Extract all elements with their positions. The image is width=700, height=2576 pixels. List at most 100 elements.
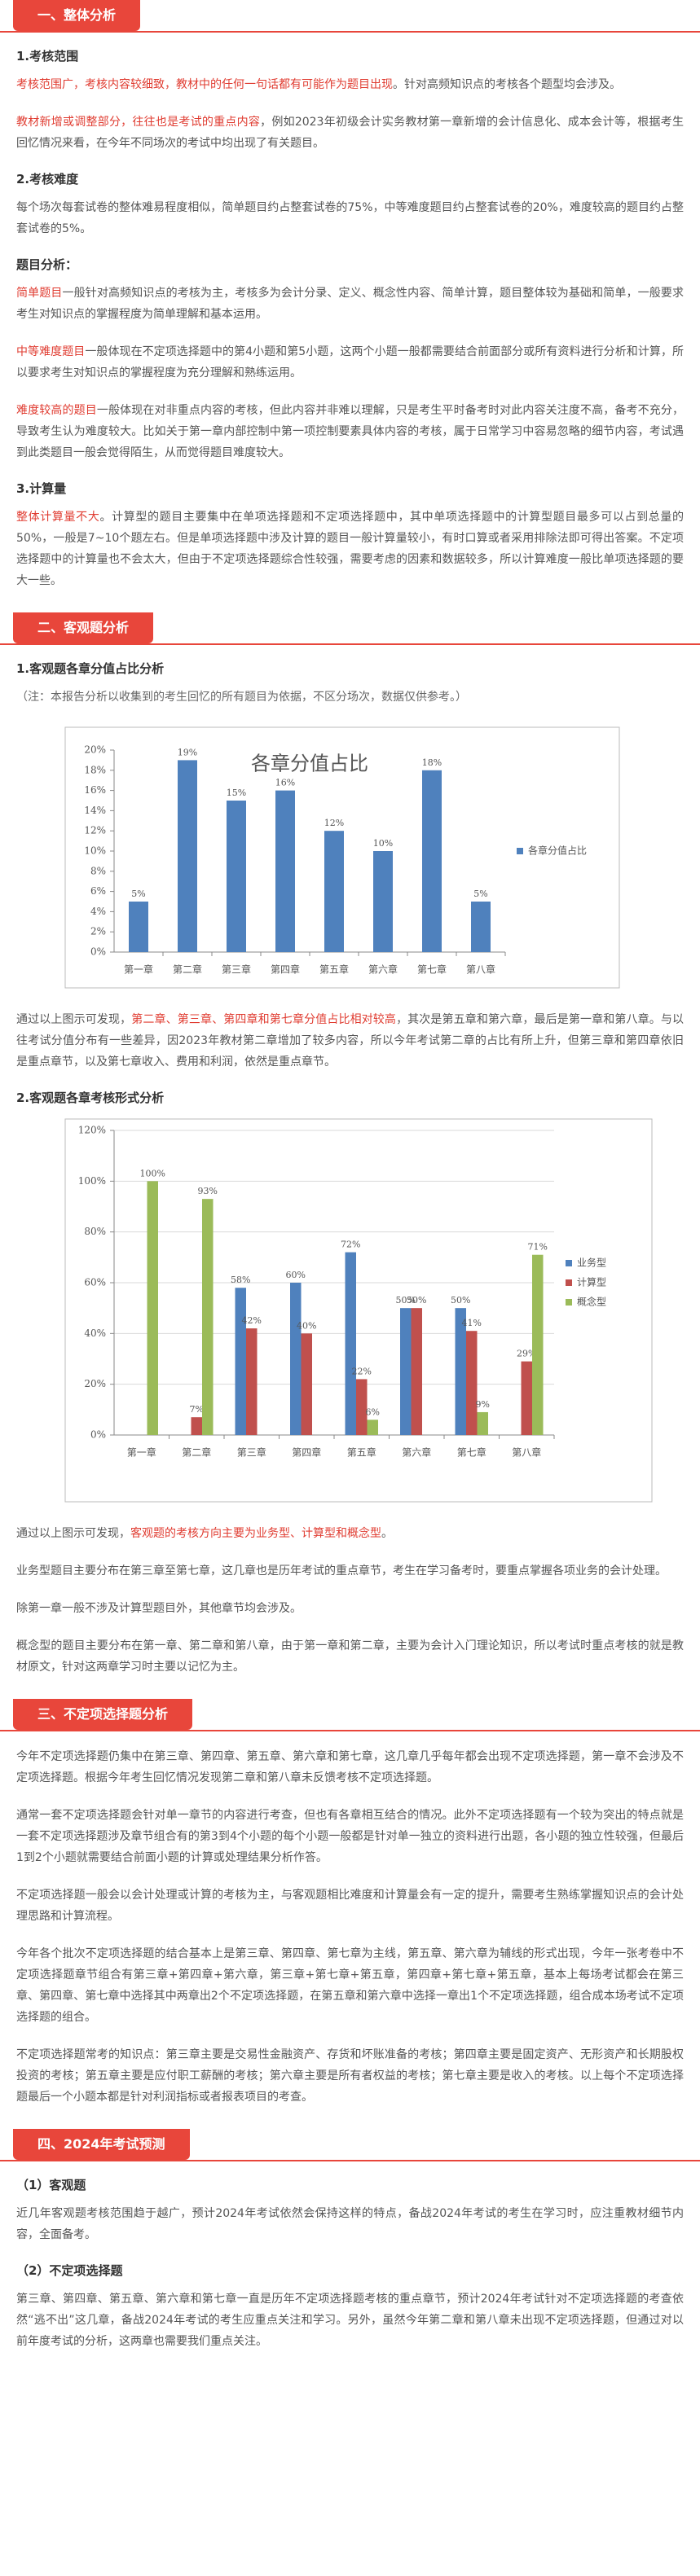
y-tick-label: 60% xyxy=(84,1277,106,1288)
paragraph: 简单题目一般针对高频知识点的考核为主，考核多为会计分录、定义、概念性内容、简单计… xyxy=(16,283,684,325)
x-tick-label: 第七章 xyxy=(457,1446,486,1459)
bar xyxy=(521,1361,532,1435)
legend-swatch xyxy=(566,1279,572,1286)
data-label: 10% xyxy=(373,838,393,849)
x-tick-label: 第六章 xyxy=(402,1446,431,1459)
section-title: 三、不定项选择题分析 xyxy=(13,1699,193,1730)
x-tick-label: 第八章 xyxy=(512,1446,541,1459)
text-run: 第二章、第三章、第四章和第七章分值占比相对较高 xyxy=(131,1013,397,1026)
bar xyxy=(471,902,491,952)
chart-container: 0% 2% 4% 6% 8% 10% 12% 14% 16% 18% 20% 第一章 5% 第二章 19% 第… xyxy=(0,724,700,996)
text-run: ，其次是第五章和第六章，最后是第一章和第八章。与以往考试分值分布有一些差异，因2… xyxy=(16,1013,685,1069)
x-tick-label: 第三章 xyxy=(237,1446,266,1459)
text-run: 整体计算量不大 xyxy=(16,511,100,524)
x-tick-label: 第八章 xyxy=(466,963,495,976)
text-run: 除第一章一般不涉及计算型题目外，其他章节均会涉及。 xyxy=(16,1602,302,1615)
y-tick-label: 18% xyxy=(84,764,106,775)
data-label: 40% xyxy=(297,1320,316,1331)
data-label: 6% xyxy=(366,1406,380,1417)
text-run: 今年各个批次不定项选择题的结合基本上是第三章、第四章、第七章为主线，第五章、第六… xyxy=(16,1947,684,2024)
y-tick-label: 16% xyxy=(84,784,106,796)
text-run: 客观题的考核方向主要为业务型、计算型和概念型 xyxy=(130,1527,381,1540)
y-tick-label: 2% xyxy=(90,926,106,937)
x-tick-label: 第六章 xyxy=(368,963,398,976)
bar xyxy=(411,1308,422,1435)
x-tick-label: 第一章 xyxy=(127,1446,156,1459)
paragraph: 整体计算量不大。计算型的题目主要集中在单项选择题和不定项选择题中，其中单项选择题… xyxy=(16,507,684,591)
document: 一、整体分析 1.考核范围考核范围广，考核内容较细致，教材中的任何一句话都有可能作… xyxy=(0,0,700,2352)
text-run: 不定项选择题一般会以会计处理或计算的考核为主，与客观题相比难度和计算量会有一定的… xyxy=(16,1889,684,1923)
paragraph: 难度较高的题目一般体现在对非重点内容的考核，但此内容并非难以理解，只是考生平时备… xyxy=(16,400,684,463)
bar xyxy=(455,1308,466,1435)
bar xyxy=(422,770,442,952)
bar xyxy=(373,851,393,952)
text-run: ，例如2023年初级会计实务教材第一章新增的会计信息化、成本会计等，根据考生回忆… xyxy=(16,116,684,150)
bar xyxy=(324,831,344,952)
text-run: 。 xyxy=(381,1527,393,1540)
paragraph: 教材新增或调整部分，往往也是考试的重点内容，例如2023年初级会计实务教材第一章… xyxy=(16,112,684,154)
y-tick-label: 0% xyxy=(90,946,106,958)
data-label: 93% xyxy=(198,1186,218,1196)
bar xyxy=(532,1254,544,1435)
text-run: 一般体现在不定项选择题中的第4小题和第5小题，这两个小题一般都需要结合前面部分或… xyxy=(16,345,685,380)
heading: 1.考核范围 xyxy=(16,49,79,64)
legend-swatch xyxy=(566,1260,572,1266)
paragraph: 除第一章一般不涉及计算型题目外，其他章节均会涉及。 xyxy=(16,1598,684,1619)
bar xyxy=(246,1328,258,1435)
legend-label: 业务型 xyxy=(577,1257,606,1269)
paragraph: 不定项选择题常考的知识点：第三章主要是交易性金融资产、存货和坏账准备的考核；第四… xyxy=(16,2044,684,2108)
text-run: 通过以上图示可发现， xyxy=(16,1527,130,1540)
paragraph: 第三章、第四章、第五章、第六章和第七章一直是历年不定项选择题考核的重点章节，预计… xyxy=(16,2289,684,2352)
section-title: 二、客观题分析 xyxy=(13,612,154,643)
bar xyxy=(367,1420,378,1435)
heading: （2）不定项选择题 xyxy=(16,2263,123,2278)
data-label: 12% xyxy=(324,818,344,828)
bar xyxy=(227,801,246,952)
text-run: 每个场次每套试卷的整体难易程度相似，简单题目约占整套试卷的75%，中等难度题目约… xyxy=(16,201,684,235)
legend-label: 计算型 xyxy=(577,1276,606,1288)
paragraph: 今年各个批次不定项选择题的结合基本上是第三章、第四章、第七章为主线，第五章、第六… xyxy=(16,1943,684,2028)
paragraph: 考核范围广，考核内容较细致，教材中的任何一句话都有可能作为题目出现。针对高频知识… xyxy=(16,74,684,95)
section-header: 一、整体分析 xyxy=(0,0,700,33)
chart-title: 各章分值占比 xyxy=(251,753,368,775)
heading: 2.客观题各章考核形式分析 xyxy=(16,1091,165,1105)
legend-label: 概念型 xyxy=(577,1296,606,1308)
text-run: 今年不定项选择题仍集中在第三章、第四章、第五章、第六章和第七章，这几章几乎每年都… xyxy=(16,1750,684,1784)
section-title: 一、整体分析 xyxy=(13,0,141,31)
text-run: 通过以上图示可发现， xyxy=(16,1013,132,1026)
text-run: 概念型的题目主要分布在第一章、第二章和第八章，由于第一章和第二章，主要为会计入门… xyxy=(16,1639,684,1674)
paragraph: 通过以上图示可发现，第二章、第三章、第四章和第七章分值占比相对较高，其次是第五章… xyxy=(16,1009,684,1073)
x-tick-label: 第一章 xyxy=(124,963,153,976)
data-label: 50% xyxy=(396,1295,416,1306)
y-tick-label: 4% xyxy=(90,906,106,917)
data-label: 5% xyxy=(473,889,487,899)
paragraph: 中等难度题目一般体现在不定项选择题中的第4小题和第5小题，这两个小题一般都需要结… xyxy=(16,341,684,384)
x-tick-label: 第二章 xyxy=(173,963,202,976)
text-run: 通常一套不定项选择题会针对单一章节的内容进行考查，但也有各章相互结合的情况。此外… xyxy=(16,1809,684,1864)
heading: 1.客观题各章分值占比分析 xyxy=(16,661,165,676)
y-tick-label: 6% xyxy=(90,885,106,897)
data-label: 71% xyxy=(528,1242,548,1253)
bar xyxy=(400,1308,412,1435)
data-label: 72% xyxy=(341,1240,360,1250)
bar xyxy=(202,1199,214,1435)
y-tick-label: 12% xyxy=(84,825,106,836)
chart: 0% 2% 4% 6% 8% 10% 12% 14% 16% 18% 20% 第一章 5% 第二章 19% 第… xyxy=(64,726,620,989)
paragraph: 通常一套不定项选择题会针对单一章节的内容进行考查，但也有各章相互结合的情况。此外… xyxy=(16,1805,684,1868)
text-run: 一般体现在对非重点内容的考核，但此内容并非难以理解，只是考生平时备考时对此内容关… xyxy=(16,404,684,459)
section-header: 四、2024年考试预测 xyxy=(0,2129,700,2161)
data-label: 100% xyxy=(140,1168,165,1178)
x-tick-label: 第七章 xyxy=(417,963,447,976)
x-tick-label: 第四章 xyxy=(292,1446,321,1459)
note: （注：本报告分析以收集到的考生回忆的所有题目为依据，不区分场次，数据仅供参考。） xyxy=(16,691,467,704)
bar xyxy=(147,1181,158,1435)
data-label: 7% xyxy=(190,1404,204,1415)
x-tick-label: 第五章 xyxy=(347,1446,376,1459)
y-tick-label: 14% xyxy=(84,805,106,816)
data-label: 41% xyxy=(462,1318,482,1328)
text-run: 近几年客观题考核范围趋于越广，预计2024年考试依然会保持这样的特点，备战202… xyxy=(16,2207,684,2241)
bar xyxy=(477,1411,488,1435)
bar xyxy=(356,1379,368,1435)
paragraph: 概念型的题目主要分布在第一章、第二章和第八章，由于第一章和第二章，主要为会计入门… xyxy=(16,1635,684,1678)
